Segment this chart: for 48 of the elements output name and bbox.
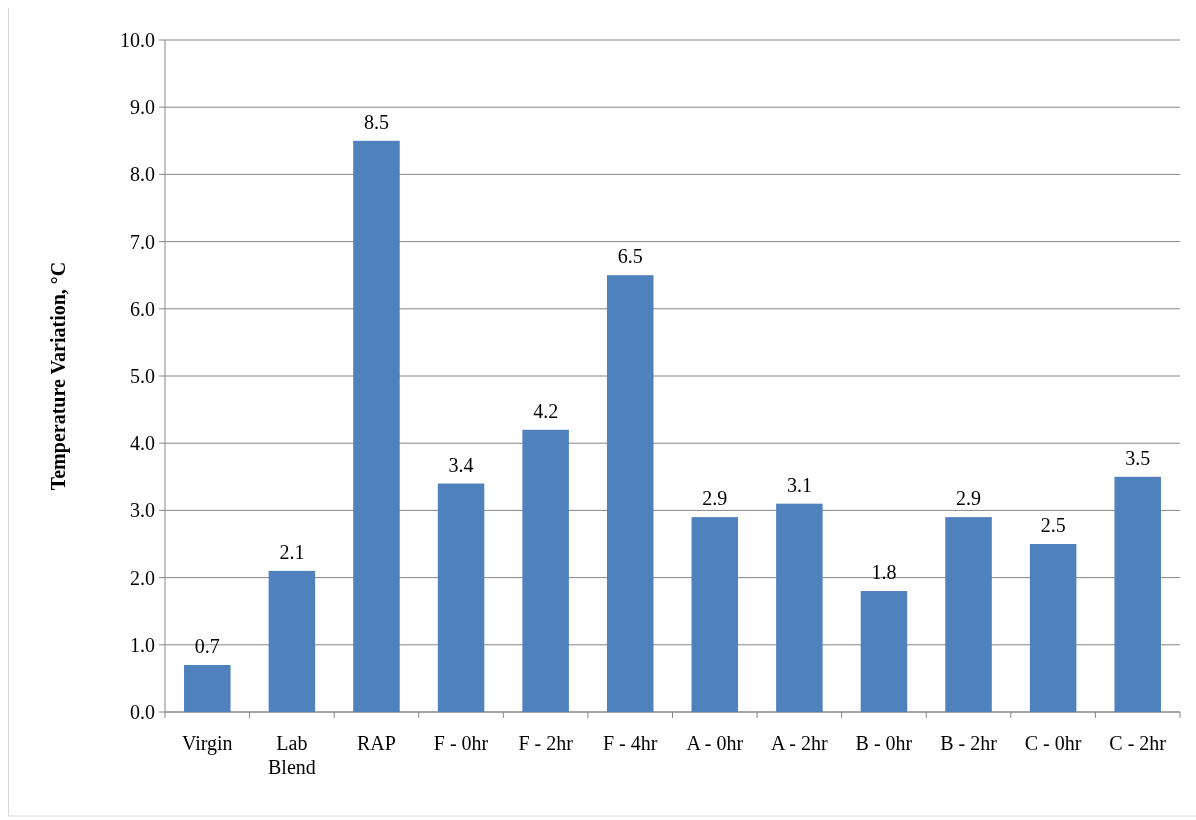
y-tick-label: 7.0: [130, 230, 155, 253]
x-tick-label: F - 0hr: [433, 732, 489, 754]
x-tick-label: F - 4hr: [602, 732, 658, 754]
data-label: 0.7: [194, 634, 220, 657]
bar: [268, 570, 316, 712]
x-tick-label: Virgin: [181, 732, 233, 755]
data-label: 8.5: [363, 110, 389, 133]
y-tick-label: 2.0: [130, 566, 155, 589]
x-tick-label: C - 2hr: [1109, 732, 1167, 754]
data-label: 6.5: [617, 245, 643, 268]
data-label: 2.9: [702, 487, 728, 510]
bar: [776, 503, 823, 712]
x-tick-label: A - 2hr: [771, 732, 829, 754]
y-tick-label: 9.0: [130, 96, 155, 119]
x-tick-label: Lab Blend: [267, 732, 316, 778]
data-label: 3.4: [448, 453, 474, 476]
bar: [437, 483, 485, 712]
bar: [945, 517, 992, 712]
x-tick-label: A - 0hr: [686, 732, 744, 754]
bar: [1029, 544, 1077, 712]
x-tick-label: B - 2hr: [940, 732, 998, 754]
x-tick-label: B - 0hr: [855, 732, 913, 754]
data-label: 3.5: [1125, 446, 1151, 469]
data-label: 2.1: [279, 540, 305, 563]
y-axis-title: Temperature Variation, °C: [47, 261, 70, 491]
y-tick-label: 3.0: [130, 499, 155, 522]
data-label: 3.1: [786, 473, 812, 496]
y-tick-label: 6.0: [130, 297, 155, 320]
x-tick-label: C - 0hr: [1024, 732, 1082, 754]
bar: [522, 429, 569, 712]
y-tick-label: 0.0: [130, 701, 155, 723]
y-tick-label: 8.0: [130, 163, 155, 186]
x-tick-label: F - 2hr: [518, 732, 574, 754]
y-tick-label: 5.0: [130, 365, 155, 387]
data-label: 4.2: [533, 399, 559, 422]
y-tick-label: 10.0: [120, 29, 155, 51]
y-tick-label: 1.0: [130, 633, 155, 656]
bar: [691, 517, 739, 712]
bar: [860, 591, 908, 712]
bar: [1114, 476, 1161, 712]
bar: [353, 140, 400, 712]
y-tick-label: 4.0: [130, 432, 155, 455]
data-label: 2.9: [956, 487, 982, 510]
data-label: 1.8: [871, 561, 897, 584]
data-label: 2.5: [1040, 514, 1066, 536]
x-tick-label: RAP: [357, 732, 396, 754]
bar: [606, 275, 654, 712]
bar: [184, 664, 231, 712]
